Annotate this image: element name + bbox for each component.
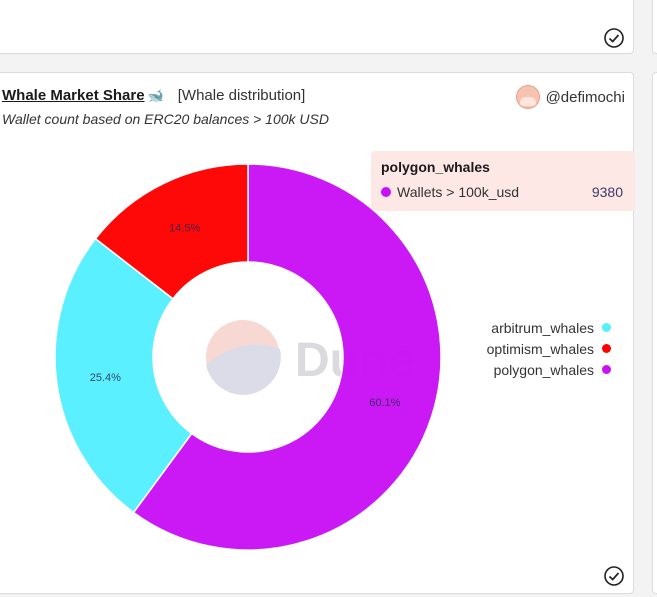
card-header: Whale Market Share 🐋 [Whale distribution]	[2, 87, 305, 104]
whale-icon: 🐋	[147, 88, 164, 103]
slice-arbitrum_whales[interactable]	[54, 237, 193, 514]
check-circle-icon[interactable]	[603, 565, 625, 587]
chart-legend: arbitrum_whales optimism_whales polygon_wh…	[487, 317, 611, 380]
legend-dot	[602, 365, 611, 374]
author-name: @defimochi	[545, 88, 625, 106]
slice-label-polygon_whales: 60.1%	[369, 397, 400, 409]
slice-polygon_whales[interactable]	[132, 163, 442, 551]
donut-chart: Dune 60.1%25.4%14.5%	[54, 163, 442, 551]
chart-subtitle: Wallet count based on ERC20 balances > 1…	[2, 111, 329, 127]
adjacent-card-bottom	[652, 72, 657, 594]
legend-dot	[602, 344, 611, 353]
tooltip-dot	[381, 187, 391, 197]
legend-item-optimism_whales[interactable]: optimism_whales	[487, 338, 611, 359]
chart-title-link[interactable]: Whale Market Share	[2, 87, 145, 104]
legend-dot	[602, 323, 611, 332]
tooltip-value: 9380	[591, 184, 623, 200]
chart-card: Whale Market Share 🐋 [Whale distribution] …	[0, 72, 635, 594]
slice-optimism_whales[interactable]	[94, 163, 249, 300]
avatar	[515, 85, 540, 109]
tooltip-row: Wallets > 100k_usd 9380	[381, 184, 625, 200]
previous-card	[0, 0, 634, 54]
author-link[interactable]: @defimochi	[515, 85, 625, 109]
check-circle-icon[interactable]	[603, 27, 625, 49]
tooltip: polygon_whales Wallets > 100k_usd 9380	[371, 151, 635, 211]
tooltip-metric: Wallets > 100k_usd	[397, 184, 520, 200]
legend-item-arbitrum_whales[interactable]: arbitrum_whales	[487, 317, 611, 338]
adjacent-card-top	[652, 0, 657, 54]
legend-label: optimism_whales	[486, 340, 594, 357]
legend-label: polygon_whales	[493, 361, 594, 378]
slice-label-optimism_whales: 14.5%	[169, 223, 200, 235]
tooltip-title: polygon_whales	[381, 159, 490, 175]
legend-label: arbitrum_whales	[491, 319, 594, 336]
chart-tag: [Whale distribution]	[177, 87, 306, 104]
slice-label-arbitrum_whales: 25.4%	[90, 372, 121, 384]
legend-item-polygon_whales[interactable]: polygon_whales	[487, 359, 611, 380]
